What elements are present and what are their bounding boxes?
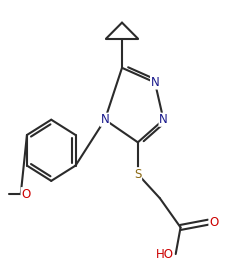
Text: N: N bbox=[101, 113, 109, 126]
Text: N: N bbox=[151, 76, 159, 89]
Text: HO: HO bbox=[156, 248, 174, 260]
Text: O: O bbox=[21, 188, 30, 201]
Text: N: N bbox=[159, 113, 168, 126]
Text: S: S bbox=[134, 168, 142, 181]
Text: O: O bbox=[209, 216, 218, 228]
